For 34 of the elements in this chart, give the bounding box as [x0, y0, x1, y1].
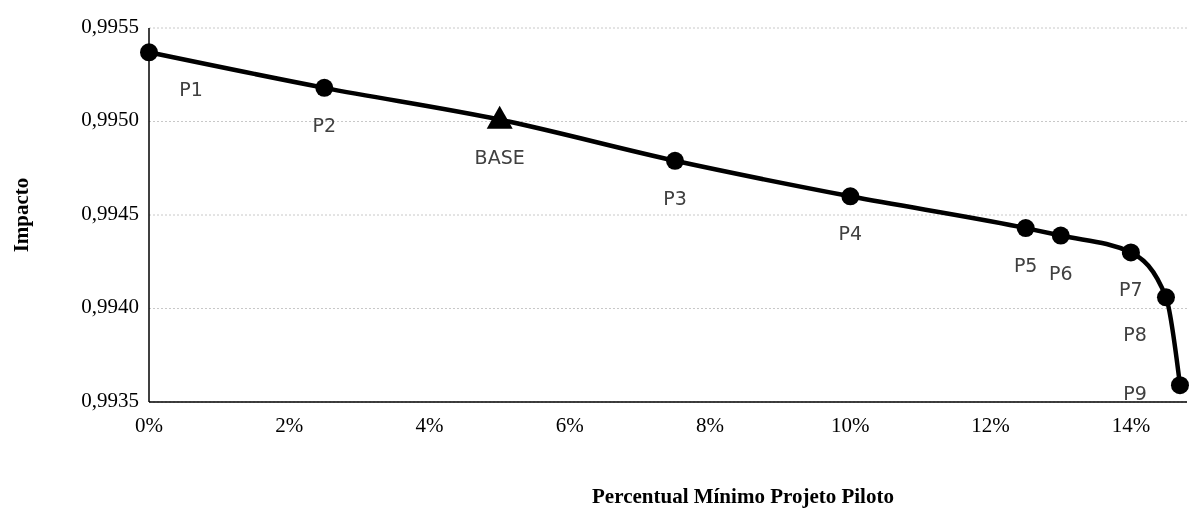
y-tick-label: 0,9955: [81, 13, 139, 38]
annotation: P8: [1123, 323, 1147, 346]
annotation: P6: [1048, 261, 1073, 284]
x-tick-label: 4%: [415, 413, 444, 437]
point: [1051, 226, 1070, 245]
annotation: P5: [1013, 254, 1038, 277]
annotation: P4: [838, 222, 863, 245]
annotation: BASE: [474, 145, 525, 168]
point: [1170, 376, 1189, 395]
point: [1121, 243, 1140, 262]
x-tick-label: 8%: [696, 413, 725, 437]
annotation: P1: [179, 78, 203, 101]
y-tick-label: 0,9935: [81, 387, 139, 412]
point: [666, 151, 685, 170]
y-tick-label: 0,9950: [81, 107, 139, 132]
annotation: P7: [1119, 278, 1143, 301]
x-tick-label: 0%: [135, 413, 163, 437]
point: [315, 78, 334, 97]
x-tick-label: 2%: [275, 413, 304, 437]
x-axis-title: Percentual Mínimo Projeto Piloto: [592, 484, 894, 508]
annotation: P9: [1123, 382, 1147, 404]
annotation: P2: [312, 113, 337, 136]
y-axis-title: Impacto: [9, 177, 33, 253]
x-tick-label: 6%: [555, 413, 584, 437]
y-tick-label: 0,9940: [81, 294, 139, 319]
point: [140, 43, 158, 62]
point: [841, 187, 860, 206]
x-tick-label: 14%: [1111, 413, 1151, 437]
y-tick-label: 0,9945: [81, 200, 139, 225]
x-tick-label: 10%: [831, 413, 870, 437]
point: [1016, 219, 1035, 238]
x-tick-label: 12%: [971, 413, 1010, 437]
annotation: P3: [663, 186, 687, 209]
point: [1156, 288, 1175, 307]
